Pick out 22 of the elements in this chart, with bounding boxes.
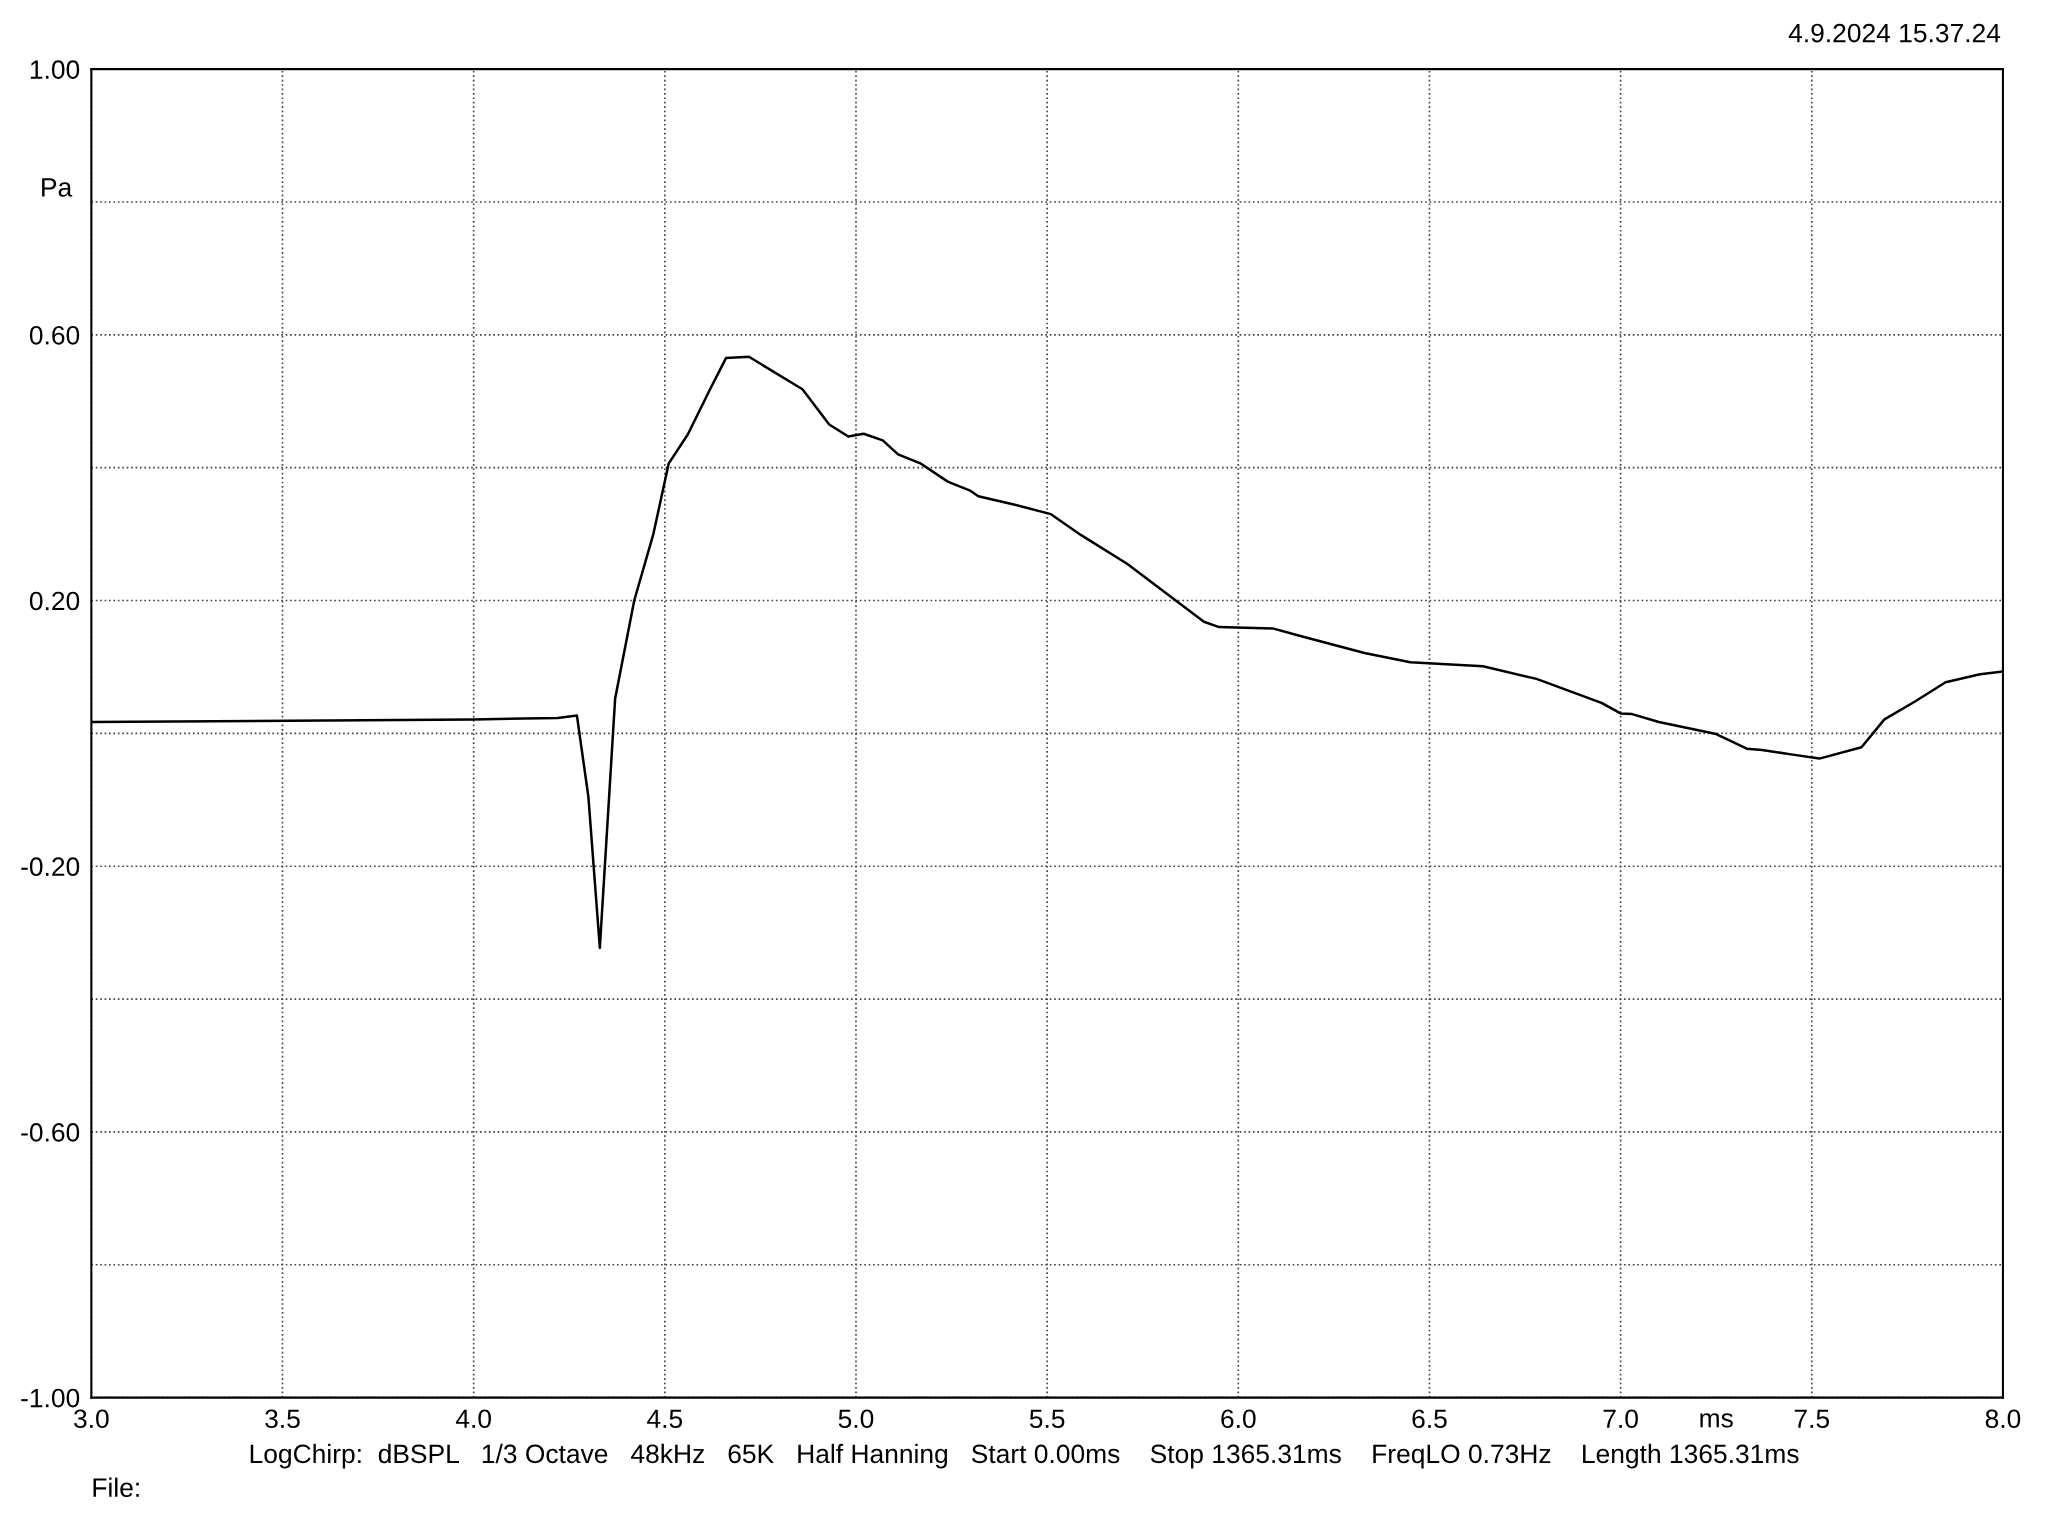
y-tick-label: -0.60 <box>21 1123 80 1142</box>
x-tick-label: 3.5 <box>265 1409 300 1429</box>
y-tick-label: 0.20 <box>29 591 80 611</box>
x-tick-label: 5.5 <box>1029 1409 1065 1429</box>
x-tick-label: 5.0 <box>838 1409 874 1429</box>
x-tick-label: 7.0 <box>1603 1409 1638 1429</box>
x-axis-title: ms <box>1700 1413 1733 1428</box>
x-tick-label: 3.0 <box>74 1409 109 1429</box>
x-tick-label: 4.5 <box>647 1409 683 1429</box>
text: File: <box>93 1477 139 1497</box>
text: LogChirp: dBSPL 1/3 Octave 48kHz 65K Half Hanning Start 0.00ms Stop 1365.31ms FreqLO 0.73Hz Length 1365.31ms <box>250 1443 1799 1469</box>
y-tick-label: 1.00 <box>30 60 80 79</box>
x-tick-label: 6.5 <box>1412 1409 1447 1429</box>
x-tick-label: 8.0 <box>1985 1409 2021 1429</box>
y-tick-label: -1.00 <box>21 1388 80 1408</box>
x-tick-label: 7.5 <box>1794 1409 1830 1429</box>
y-axis-title: Pa <box>42 178 73 197</box>
x-tick-label: 4.0 <box>455 1409 491 1429</box>
y-tick-label: -0.20 <box>21 857 80 877</box>
text: 4.9.2024 15.37.24 <box>1788 23 2001 43</box>
x-tick-label: 6.0 <box>1221 1409 1256 1429</box>
y-tick-label: 0.60 <box>29 325 80 345</box>
